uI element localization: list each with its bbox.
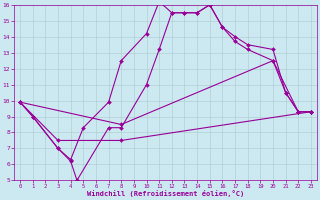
X-axis label: Windchill (Refroidissement éolien,°C): Windchill (Refroidissement éolien,°C) [87, 190, 244, 197]
